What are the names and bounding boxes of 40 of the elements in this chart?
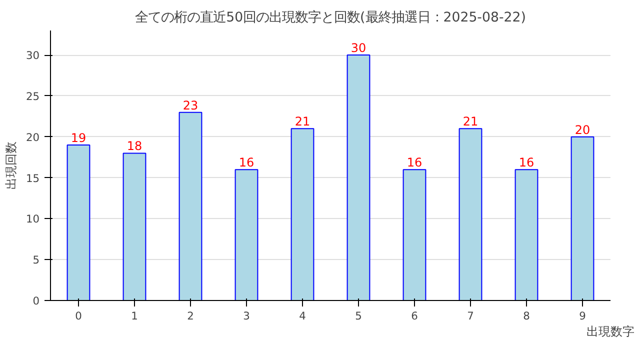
x-tick-label: 2 — [187, 310, 194, 322]
bar — [402, 169, 426, 300]
x-tick-label: 7 — [467, 310, 474, 322]
data-label: 21 — [462, 114, 478, 129]
data-label: 16 — [238, 156, 254, 170]
x-tick-label: 8 — [523, 310, 530, 322]
bar — [178, 112, 202, 300]
y-tick-label: 15 — [26, 172, 40, 185]
y-tick-label: 25 — [26, 90, 40, 103]
x-tick-label: 9 — [579, 310, 586, 322]
bar — [290, 128, 314, 300]
x-tick-label: 1 — [131, 310, 138, 322]
bar — [234, 169, 258, 300]
bar — [514, 169, 538, 300]
y-tick-label: 0 — [32, 294, 40, 308]
data-label: 19 — [70, 131, 86, 146]
x-tick-label: 0 — [75, 310, 82, 322]
data-label: 23 — [182, 98, 198, 112]
data-label: 16 — [406, 156, 422, 170]
data-label: 18 — [126, 139, 142, 154]
x-axis-title: 出現数字 — [586, 324, 634, 338]
data-label: 21 — [294, 114, 310, 129]
x-tick-label: 4 — [299, 310, 306, 322]
y-tick-label: 10 — [26, 212, 40, 226]
data-label: 16 — [518, 156, 534, 170]
bar — [346, 54, 370, 300]
y-axis-title: 出現回数 — [4, 142, 18, 190]
bar — [122, 152, 146, 300]
data-label: 30 — [350, 41, 366, 56]
x-tick-label: 5 — [355, 310, 362, 322]
chart-title: 全ての桁の直近50回の出現数字と回数(最終抽選日：2025-08-22) — [135, 10, 526, 26]
y-tick-label: 20 — [26, 130, 40, 144]
bar — [66, 144, 90, 300]
x-tick-label: 6 — [411, 310, 418, 322]
y-tick-label: 5 — [32, 254, 40, 267]
data-label: 20 — [574, 122, 590, 137]
bar — [458, 128, 482, 300]
bar — [570, 136, 594, 300]
x-tick-label: 3 — [243, 310, 250, 322]
y-tick-label: 30 — [26, 49, 40, 62]
